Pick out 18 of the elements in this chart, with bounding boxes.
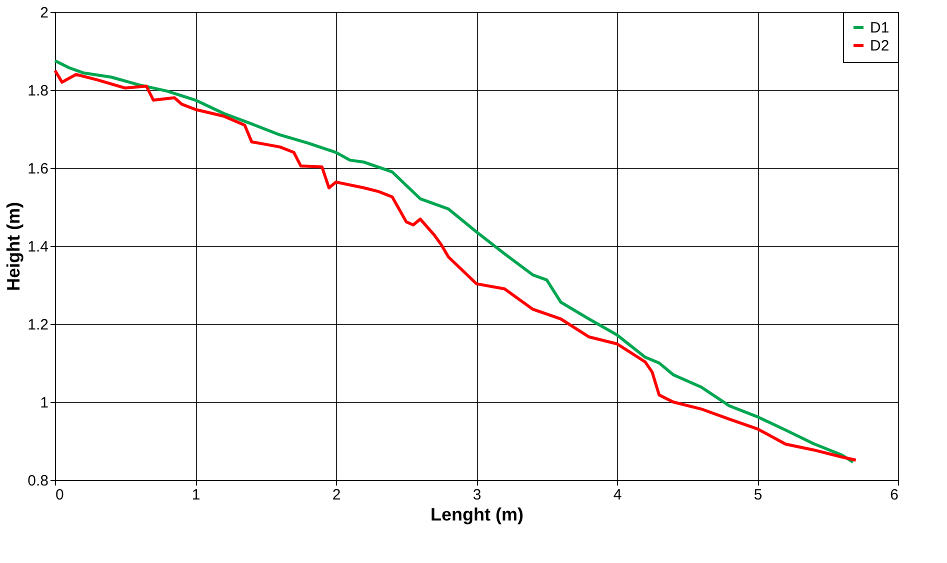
y-tick-label: 1.4 xyxy=(28,238,48,256)
y-axis-title: Height (m) xyxy=(4,202,24,291)
y-tick-label: 2 xyxy=(40,4,48,22)
x-tick-label: 0 xyxy=(56,486,64,504)
y-tick-label: 1 xyxy=(40,394,48,412)
x-tick-label: 5 xyxy=(754,486,762,504)
x-tick-label: 4 xyxy=(613,486,622,504)
x-tick-label: 1 xyxy=(192,486,200,504)
y-tick-label: 0.8 xyxy=(28,472,48,490)
y-tick-label: 1.6 xyxy=(28,160,48,178)
legend-label: D1 xyxy=(870,20,890,36)
x-tick-label: 6 xyxy=(890,486,898,504)
x-axis-title: Lenght (m) xyxy=(430,504,524,524)
x-tick-label: 3 xyxy=(472,486,482,504)
legend-label: D2 xyxy=(870,38,890,54)
y-tick-label: 1.8 xyxy=(28,82,48,100)
x-tick-label: 2 xyxy=(332,486,341,504)
y-tick-label: 1.2 xyxy=(28,316,48,334)
